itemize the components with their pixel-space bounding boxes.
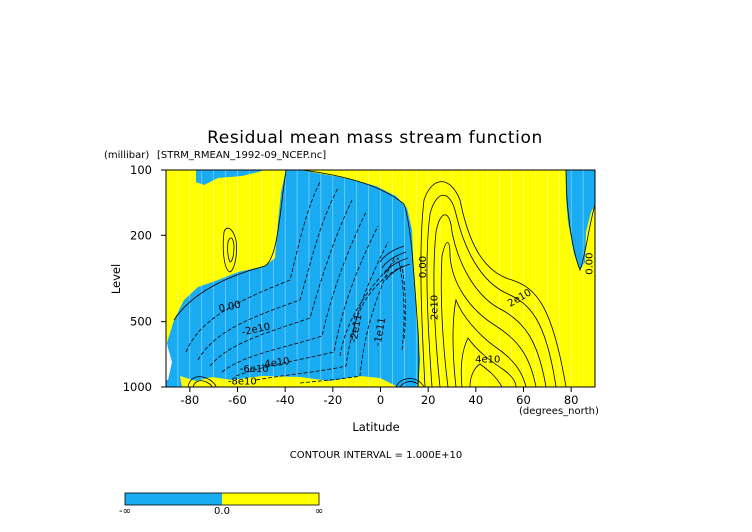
- contour-neg-5: [235, 225, 379, 377]
- contour-interval-label: CONTOUR INTERVAL = 1.000E+10: [290, 450, 462, 461]
- x-tick-label: 20: [421, 393, 436, 407]
- contour-label: 4e10: [475, 354, 500, 365]
- y-axis-unit: (millibar): [104, 150, 149, 161]
- contour-label: -8e10: [228, 377, 257, 388]
- contour-pos-4: [440, 242, 537, 387]
- contour-label: -1e11: [372, 317, 388, 347]
- contour-pos-6: [460, 337, 517, 387]
- contour-ground-4: [399, 381, 419, 387]
- colorbar: -∞ 0.0 ∞: [119, 492, 323, 517]
- contour-pos-3: [433, 214, 547, 387]
- contour-jet-4: [385, 263, 411, 281]
- x-axis: -80 -60 -40 -20 0 20 40 60 80: [180, 387, 578, 407]
- colorbar-label-mid: 0.0: [214, 506, 230, 517]
- gridlines: [177, 170, 584, 387]
- contour-jet-3: [383, 257, 409, 275]
- chart-subtitle: [STRM_RMEAN_1992-09_NCEP.nc]: [157, 150, 326, 161]
- contour-label: 0.00: [218, 299, 242, 314]
- x-tick-label: 80: [564, 393, 579, 407]
- contour-zero-equator: [301, 170, 420, 387]
- contour-label: -2e11: [349, 313, 365, 343]
- contour-zero-south: [173, 170, 287, 321]
- contour-labels: 0.00-2e10-4e10-6e10-8e10-2e11 -1e112e100.…: [218, 252, 596, 387]
- x-tick-label: -40: [276, 393, 295, 407]
- y-axis: 1000 500 200 100: [123, 163, 166, 394]
- contour-ground-1: [187, 376, 217, 387]
- contour-label: -4e10: [260, 356, 290, 371]
- x-tick-label: -20: [323, 393, 342, 407]
- contour-neg-2: [197, 187, 339, 361]
- contour-neg-1: [185, 181, 321, 353]
- contour-pos-2: [426, 194, 557, 387]
- contour-jet-1: [379, 245, 405, 263]
- x-tick-label: 40: [469, 393, 484, 407]
- y-tick-label: 1000: [123, 380, 152, 394]
- contour-label: 0.00: [585, 252, 596, 274]
- contour-neg-7: [299, 257, 395, 384]
- x-axis-label: Latitude: [352, 420, 399, 434]
- colorbar-frame: [124, 492, 320, 506]
- contour-pos-1: [420, 181, 567, 387]
- missing-data-notch: [166, 338, 172, 380]
- contour-label: 0.00: [418, 256, 429, 278]
- colorbar-label-max: ∞: [315, 506, 323, 517]
- contour-neg-8: [339, 257, 405, 357]
- contour-label: -6e10: [240, 364, 269, 375]
- contour-neg-3: [209, 199, 353, 367]
- contour-label: 2e10: [430, 295, 441, 320]
- x-tick-label: -60: [228, 393, 247, 407]
- y-tick-label: 500: [130, 315, 152, 329]
- x-tick-label: 0: [377, 393, 384, 407]
- x-tick-label: 60: [516, 393, 531, 407]
- colorbar-positive: [222, 493, 319, 505]
- x-tick-label: -80: [180, 393, 199, 407]
- contour-pos-7: [469, 363, 503, 387]
- chart-title: Residual mean mass stream function: [207, 128, 543, 148]
- contour-south-small-1: [222, 227, 237, 273]
- x-axis-unit: (degrees_north): [519, 406, 599, 417]
- contour-pos-5: [452, 298, 527, 387]
- colorbar-negative: [125, 493, 222, 505]
- y-tick-label: 100: [130, 163, 152, 177]
- plot-area: 0.00-2e10-4e10-6e10-8e10-2e11 -1e112e100.…: [165, 169, 596, 388]
- contour-neg-9: [351, 265, 406, 341]
- contour-lines: [173, 170, 595, 387]
- contour-north-hump: [565, 170, 595, 272]
- colorbar-label-min: -∞: [119, 506, 131, 517]
- contour-neg-4: [221, 211, 367, 373]
- y-tick-label: 200: [130, 228, 152, 242]
- negative-region-south-top: [196, 170, 264, 185]
- y-axis-label: Level: [109, 264, 123, 294]
- contour-jet-2: [381, 251, 407, 269]
- contour-neg-6: [255, 241, 389, 381]
- contour-south-small-2: [227, 237, 235, 263]
